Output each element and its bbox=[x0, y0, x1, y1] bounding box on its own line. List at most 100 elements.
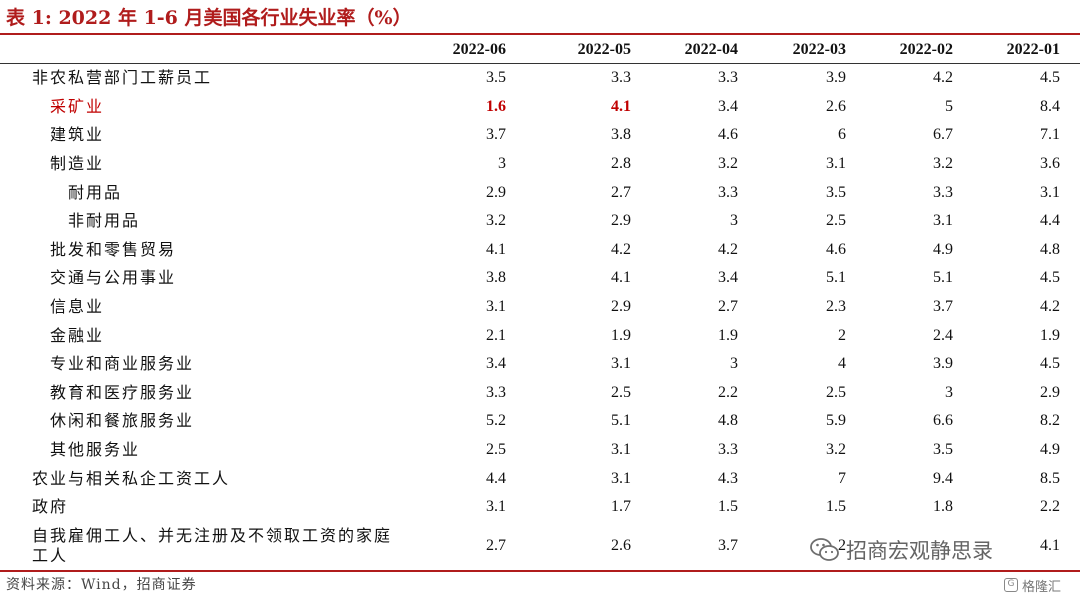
cell-value: 6 bbox=[838, 126, 846, 144]
cell-value: 6.7 bbox=[933, 126, 953, 144]
watermark-text: 招商宏观静思录 bbox=[846, 539, 993, 563]
cell-value: 5.1 bbox=[611, 412, 631, 430]
row-label: 非农私营部门工薪员工 bbox=[32, 68, 213, 88]
cell-value: 3.5 bbox=[486, 69, 506, 87]
cell-value: 4.5 bbox=[1040, 355, 1060, 373]
cell-value: 5 bbox=[945, 97, 953, 115]
cell-value: 2.2 bbox=[1040, 498, 1060, 516]
cell-value: 2.8 bbox=[611, 155, 631, 173]
bottom-rule bbox=[0, 570, 1080, 572]
cell-value: 3.6 bbox=[1040, 155, 1060, 173]
row-label: 其他服务业 bbox=[50, 440, 141, 460]
cell-value: 2.9 bbox=[1040, 383, 1060, 401]
cell-value: 3.4 bbox=[718, 269, 738, 287]
cell-value: 3.1 bbox=[1040, 183, 1060, 201]
row-label: 非耐用品 bbox=[68, 211, 141, 231]
table-title: 表 1: 2022 年 1-6 月美国各行业失业率（%） bbox=[6, 7, 412, 29]
column-header-row: 2022-06 2022-05 2022-04 2022-03 2022-02 … bbox=[0, 35, 1080, 63]
row-label: 自我雇佣工人、并无注册及不领取工资的家庭工人 bbox=[32, 525, 393, 565]
table-row: 非耐用品 3.2 2.9 3 2.5 3.1 4.4 bbox=[0, 207, 1080, 236]
cell-value: 3 bbox=[945, 383, 953, 401]
cell-value: 2.7 bbox=[486, 536, 506, 554]
top-rule bbox=[0, 33, 1080, 35]
cell-value: 3 bbox=[498, 155, 506, 173]
cell-value: 4.5 bbox=[1040, 69, 1060, 87]
cell-value: 4.4 bbox=[486, 469, 506, 487]
cell-value: 2.3 bbox=[826, 298, 846, 316]
cell-value: 3.2 bbox=[826, 441, 846, 459]
source-note: 资料来源：Wind，招商证券 bbox=[6, 577, 197, 593]
cell-value: 3.1 bbox=[611, 355, 631, 373]
table-row: 休闲和餐旅服务业 5.2 5.1 4.8 5.9 6.6 8.2 bbox=[0, 407, 1080, 436]
wechat-icon bbox=[810, 538, 839, 561]
cell-value: 4.6 bbox=[718, 126, 738, 144]
row-label: 教育和医疗服务业 bbox=[50, 382, 195, 402]
cell-value: 1.9 bbox=[611, 326, 631, 344]
row-label: 耐用品 bbox=[68, 182, 123, 202]
cell-value: 4.9 bbox=[933, 240, 953, 258]
cell-value: 3.1 bbox=[486, 498, 506, 516]
cell-value: 3.7 bbox=[718, 536, 738, 554]
cell-value: 1.9 bbox=[718, 326, 738, 344]
cell-value: 3.3 bbox=[718, 441, 738, 459]
cell-value: 5.2 bbox=[486, 412, 506, 430]
cell-value: 4.4 bbox=[1040, 212, 1060, 230]
cell-value: 3.1 bbox=[611, 441, 631, 459]
row-label: 批发和零售贸易 bbox=[50, 239, 177, 259]
cell-value: 5.1 bbox=[933, 269, 953, 287]
table-row: 其他服务业 2.5 3.1 3.3 3.2 3.5 4.9 bbox=[0, 436, 1080, 465]
cell-value: 4.1 bbox=[611, 269, 631, 287]
cell-value: 9.4 bbox=[933, 469, 953, 487]
badge-text: 格隆汇 bbox=[1022, 579, 1062, 595]
table-row: 教育和医疗服务业 3.3 2.5 2.2 2.5 3 2.9 bbox=[0, 379, 1080, 408]
cell-value: 4.1 bbox=[1040, 536, 1060, 554]
cell-value: 3.4 bbox=[486, 355, 506, 373]
table-row: 自我雇佣工人、并无注册及不领取工资的家庭工人 2.7 2.6 3.7 2 4.1 bbox=[0, 522, 1080, 570]
cell-value: 2 bbox=[838, 326, 846, 344]
table-body: 非农私营部门工薪员工 3.5 3.3 3.3 3.9 4.2 4.5 采矿业 1… bbox=[0, 64, 1080, 570]
cell-value: 4.5 bbox=[1040, 269, 1060, 287]
table-row: 耐用品 2.9 2.7 3.3 3.5 3.3 3.1 bbox=[0, 178, 1080, 207]
cell-value: 3.3 bbox=[718, 69, 738, 87]
row-label: 专业和商业服务业 bbox=[50, 354, 195, 374]
cell-value: 3.4 bbox=[718, 97, 738, 115]
table-row: 建筑业 3.7 3.8 4.6 6 6.7 7.1 bbox=[0, 121, 1080, 150]
cell-value: 4 bbox=[838, 355, 846, 373]
cell-value: 3 bbox=[730, 355, 738, 373]
cell-value: 5.9 bbox=[826, 412, 846, 430]
cell-value: 2.6 bbox=[611, 536, 631, 554]
table-row: 政府 3.1 1.7 1.5 1.5 1.8 2.2 bbox=[0, 493, 1080, 522]
table-row: 信息业 3.1 2.9 2.7 2.3 3.7 4.2 bbox=[0, 293, 1080, 322]
cell-value: 2.7 bbox=[611, 183, 631, 201]
column-header: 2022-06 bbox=[452, 41, 506, 58]
cell-value: 3.9 bbox=[933, 355, 953, 373]
table-row: 金融业 2.1 1.9 1.9 2 2.4 1.9 bbox=[0, 321, 1080, 350]
cell-value: 3.2 bbox=[718, 155, 738, 173]
row-label: 金融业 bbox=[50, 325, 105, 345]
cell-value: 4.1 bbox=[611, 97, 631, 115]
cell-value: 4.8 bbox=[1040, 240, 1060, 258]
cell-value: 4.2 bbox=[718, 240, 738, 258]
cell-value: 2.6 bbox=[826, 97, 846, 115]
row-label: 休闲和餐旅服务业 bbox=[50, 411, 195, 431]
cell-value: 4.2 bbox=[1040, 298, 1060, 316]
cell-value: 3.3 bbox=[933, 183, 953, 201]
cell-value: 3.8 bbox=[611, 126, 631, 144]
cell-value: 4.2 bbox=[933, 69, 953, 87]
cell-value: 4.6 bbox=[826, 240, 846, 258]
cell-value: 3.1 bbox=[611, 469, 631, 487]
cell-value: 3.7 bbox=[486, 126, 506, 144]
row-label: 政府 bbox=[32, 497, 69, 517]
row-label: 建筑业 bbox=[50, 125, 105, 145]
table-row: 批发和零售贸易 4.1 4.2 4.2 4.6 4.9 4.8 bbox=[0, 236, 1080, 265]
cell-value: 5.1 bbox=[826, 269, 846, 287]
cell-value: 4.9 bbox=[1040, 441, 1060, 459]
column-header: 2022-04 bbox=[684, 41, 738, 58]
cell-value: 3.5 bbox=[933, 441, 953, 459]
column-header: 2022-01 bbox=[1006, 41, 1060, 58]
table-row: 交通与公用事业 3.8 4.1 3.4 5.1 5.1 4.5 bbox=[0, 264, 1080, 293]
cell-value: 3.1 bbox=[933, 212, 953, 230]
row-label: 制造业 bbox=[50, 154, 105, 174]
cell-value: 3.1 bbox=[826, 155, 846, 173]
cell-value: 4.1 bbox=[486, 240, 506, 258]
